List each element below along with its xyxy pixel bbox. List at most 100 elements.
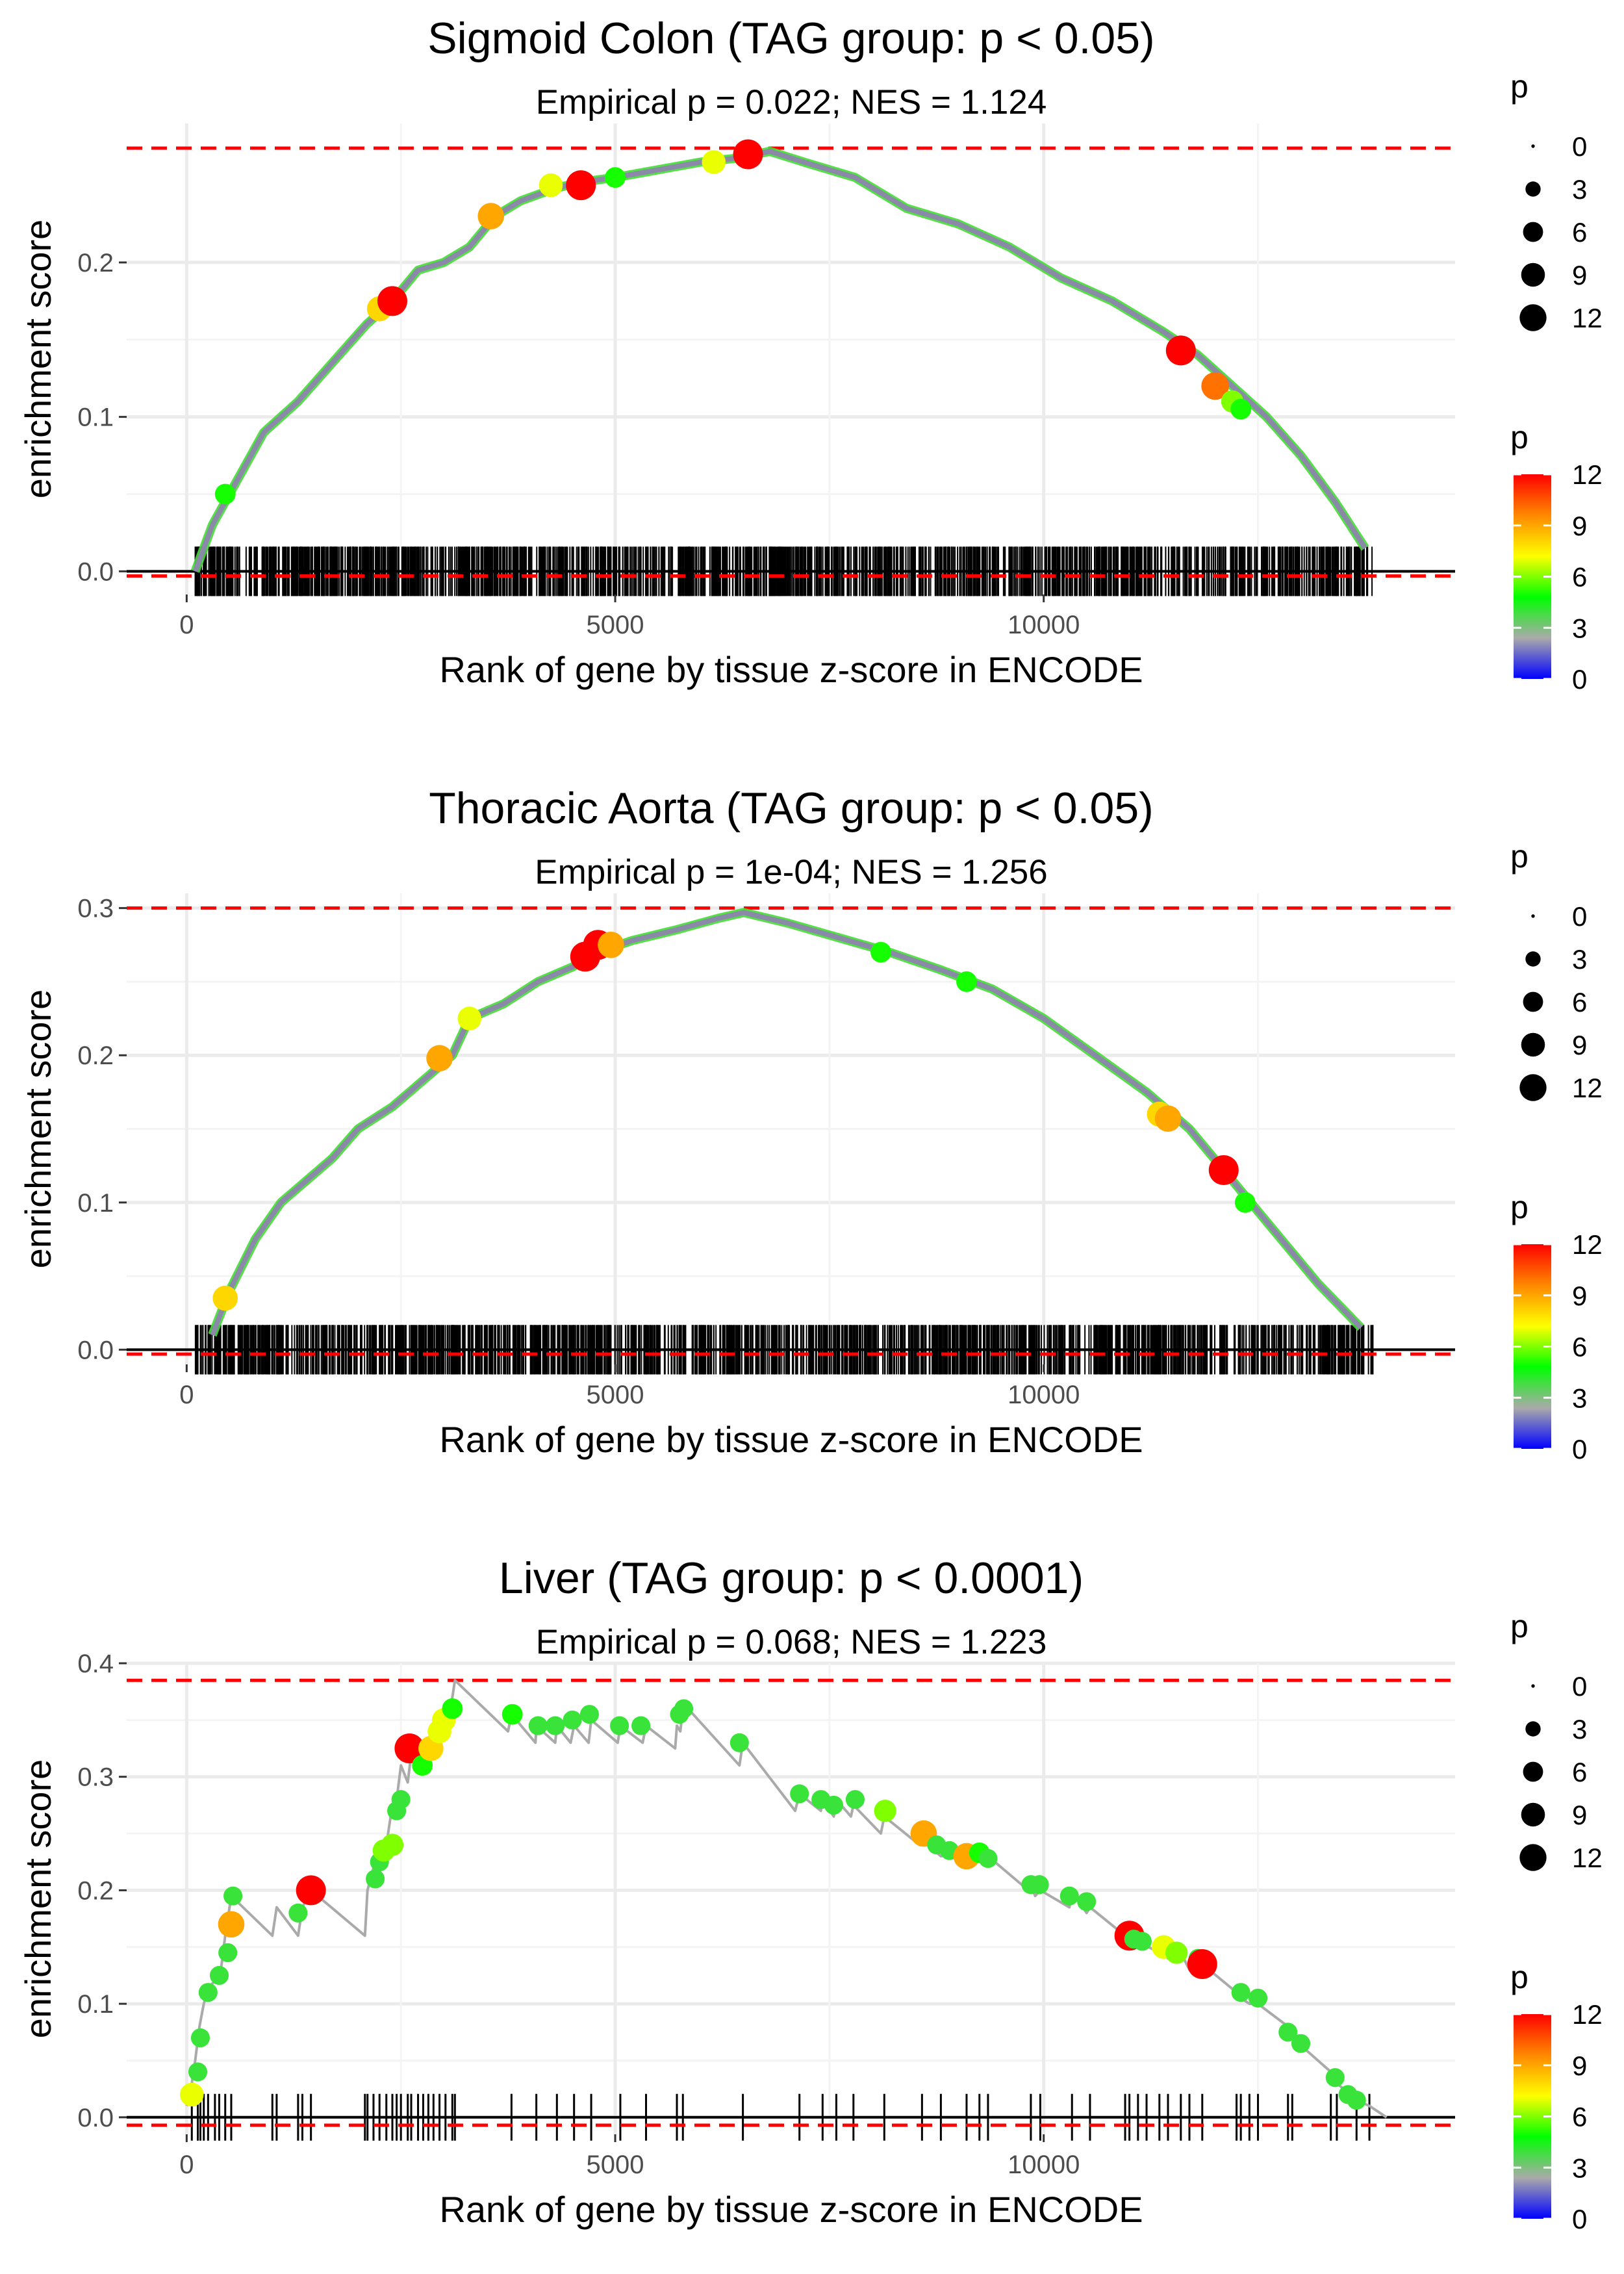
gene-point	[610, 1716, 629, 1735]
gene-point	[1077, 1892, 1097, 1911]
gene-point	[218, 1943, 238, 1963]
color-legend-label: 3	[1572, 613, 1587, 643]
gene-point	[209, 1965, 229, 1985]
size-legend-key	[1523, 991, 1543, 1012]
gene-point	[605, 167, 626, 188]
color-legend-label: 9	[1572, 2050, 1587, 2081]
size-legend-label: 9	[1572, 1800, 1587, 1830]
size-legend-key	[1523, 1761, 1543, 1782]
gene-point	[730, 1733, 749, 1752]
gene-point	[874, 1799, 896, 1822]
gene-point	[978, 1848, 998, 1869]
gene-point	[212, 1285, 238, 1311]
gene-point	[377, 286, 407, 316]
panel-2: Thoracic Aorta (TAG group: p < 0.05) Empi…	[18, 784, 1603, 1464]
color-legend-label: 6	[1572, 2102, 1587, 2132]
color-legend-label: 12	[1572, 1229, 1603, 1260]
y-tick-label: 0.0	[77, 1336, 114, 1364]
gene-point	[1165, 335, 1196, 366]
gene-point	[598, 931, 624, 958]
color-legend-title: p	[1510, 1959, 1529, 1995]
x-axis-title: Rank of gene by tissue z-score in ENCODE	[439, 1419, 1143, 1460]
chart-subtitle: Empirical p = 0.068; NES = 1.223	[536, 1623, 1047, 1661]
gene-point	[631, 1716, 651, 1735]
color-legend: p 0 3 6 9 12	[1510, 1959, 1603, 2234]
size-legend-key	[1531, 914, 1535, 918]
chart-subtitle: Empirical p = 1e-04; NES = 1.256	[535, 853, 1048, 891]
gene-point	[702, 150, 726, 174]
gene-point	[288, 1903, 308, 1923]
x-tick-label: 5000	[587, 2151, 644, 2179]
gene-point	[528, 1716, 548, 1735]
gene-point	[223, 1886, 243, 1906]
y-tick-label: 0.3	[77, 1763, 114, 1792]
gene-point	[1208, 1155, 1239, 1185]
gene-point	[1325, 2068, 1345, 2088]
chart-title: Thoracic Aorta (TAG group: p < 0.05)	[429, 784, 1154, 833]
gene-point	[426, 1045, 453, 1072]
y-tick-label: 0.1	[77, 1990, 114, 2019]
size-legend: p 0 3 6 9 12	[1510, 838, 1603, 1103]
size-legend-label: 6	[1572, 987, 1587, 1017]
gene-point	[539, 173, 563, 198]
x-tick-label: 10000	[1008, 1381, 1080, 1409]
chart-title: Liver (TAG group: p < 0.0001)	[499, 1553, 1084, 1603]
size-legend-label: 0	[1572, 901, 1587, 932]
y-tick-label: 0.2	[77, 1876, 114, 1905]
size-legend-key	[1519, 304, 1547, 331]
gene-point	[579, 1705, 599, 1724]
es-curve	[210, 910, 1363, 1336]
panel-3: Liver (TAG group: p < 0.0001) Empirical p…	[18, 1553, 1603, 2234]
gene-point	[870, 941, 891, 963]
size-legend-title: p	[1510, 838, 1529, 875]
size-legend-label: 0	[1572, 131, 1587, 162]
gene-point	[366, 1869, 385, 1889]
color-legend-label: 9	[1572, 511, 1587, 541]
gene-point	[442, 1698, 463, 1719]
x-axis-title: Rank of gene by tissue z-score in ENCODE	[439, 2189, 1143, 2230]
gene-point	[1165, 1941, 1188, 1964]
color-legend-label: 3	[1572, 1383, 1587, 1413]
size-legend-label: 3	[1572, 1714, 1587, 1744]
y-tick-label: 0.3	[77, 895, 114, 923]
size-legend-key	[1525, 1721, 1541, 1737]
size-legend: p 0 3 6 9 12	[1510, 68, 1603, 333]
gene-point	[477, 203, 505, 229]
gene-points	[179, 1698, 1366, 2110]
y-tick-label: 0.1	[77, 1189, 114, 1218]
gene-point	[1154, 1105, 1182, 1132]
gene-point	[563, 1710, 582, 1730]
x-tick-label: 10000	[1008, 611, 1080, 639]
size-legend-key	[1519, 1844, 1547, 1871]
size-legend-label: 3	[1572, 944, 1587, 975]
gene-point	[394, 1733, 425, 1764]
gene-point	[1201, 372, 1229, 400]
size-legend-label: 6	[1572, 1757, 1587, 1787]
color-legend-label: 9	[1572, 1281, 1587, 1311]
y-tick-label: 0.4	[77, 1650, 114, 1678]
size-legend-label: 0	[1572, 1671, 1587, 1702]
size-legend-label: 3	[1572, 174, 1587, 205]
gene-point	[824, 1795, 844, 1815]
y-tick-label: 0.2	[77, 1041, 114, 1070]
size-legend-key	[1531, 1684, 1535, 1688]
gene-points	[214, 139, 1252, 505]
gene-point	[1132, 1932, 1152, 1951]
x-tick-label: 10000	[1008, 2151, 1080, 2179]
color-legend-label: 0	[1572, 2204, 1587, 2234]
size-legend-label: 6	[1572, 217, 1587, 248]
gene-point	[1347, 2091, 1366, 2110]
gene-point	[1030, 1875, 1049, 1895]
gene-point	[1231, 1983, 1250, 2002]
gene-point	[218, 1911, 245, 1938]
size-legend-key	[1525, 181, 1541, 197]
chart-title: Sigmoid Colon (TAG group: p < 0.05)	[427, 14, 1154, 63]
gene-point	[188, 2062, 208, 2082]
size-legend-title: p	[1510, 1608, 1529, 1644]
y-axis-title: enrichment score	[18, 220, 58, 499]
y-tick-label: 0.0	[77, 2104, 114, 2132]
gene-point	[845, 1790, 865, 1809]
gene-point	[457, 1006, 482, 1030]
y-axis-title: enrichment score	[18, 1759, 58, 2039]
